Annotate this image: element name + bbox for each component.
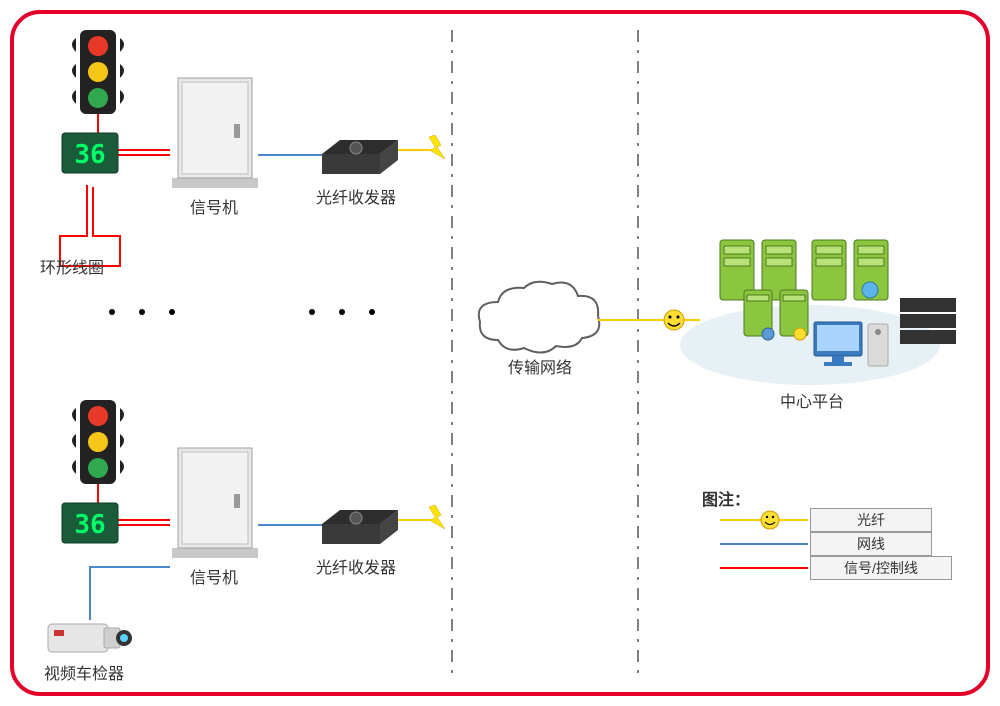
loop-detector-label: 环形线圈 bbox=[40, 254, 104, 278]
signal-controller-label-top: 信号机 bbox=[190, 194, 238, 218]
transport-network-label: 传输网络 bbox=[508, 354, 572, 378]
video-detector-label: 视频车检器 bbox=[44, 660, 124, 684]
fiber-transceiver-label-top: 光纤收发器 bbox=[316, 184, 396, 208]
center-platform-label: 中心平台 bbox=[780, 388, 844, 412]
legend-signal-box: 信号/控制线 bbox=[810, 556, 952, 580]
diagram-frame bbox=[10, 10, 990, 696]
signal-controller-label-bot: 信号机 bbox=[190, 564, 238, 588]
legend-fiber-box: 光纤 bbox=[810, 508, 932, 532]
legend-title-label: 图注： bbox=[702, 486, 750, 510]
fiber-transceiver-label-bot: 光纤收发器 bbox=[316, 554, 396, 578]
legend-ethernet-box: 网线 bbox=[810, 532, 932, 556]
